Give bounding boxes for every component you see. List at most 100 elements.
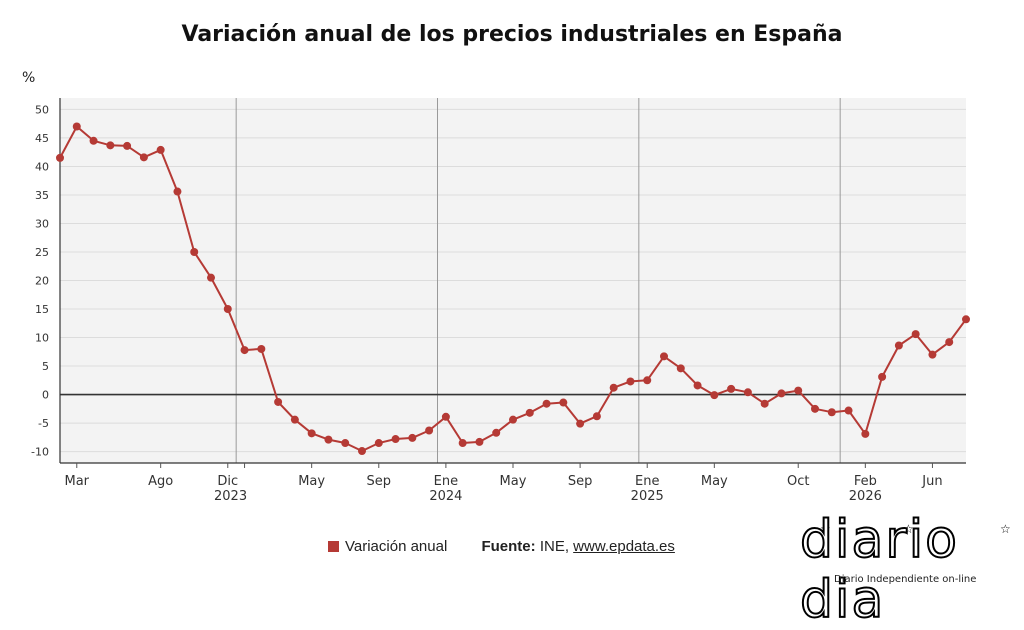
data-point — [358, 447, 366, 456]
data-point — [123, 141, 132, 150]
data-point — [139, 153, 148, 162]
logo-tagline: Diario Independiente on-line — [834, 574, 977, 585]
data-point — [626, 377, 635, 386]
data-point — [743, 388, 752, 397]
x-tick-year-label: 2024 — [429, 489, 462, 504]
data-point — [207, 273, 215, 282]
y-axis-unit-label: % — [22, 70, 36, 86]
legend: Variación anual Fuente: INE, www.epdata.… — [328, 538, 675, 555]
y-tick-label: 0 — [42, 389, 49, 402]
x-tick-label: Ene — [434, 474, 458, 489]
series-variacion-anual — [56, 122, 970, 456]
data-point — [441, 412, 450, 421]
x-tick-label: Ago — [148, 474, 173, 489]
data-point — [643, 376, 652, 385]
data-point — [878, 372, 887, 381]
data-point — [240, 346, 249, 355]
x-tick-label: May — [701, 474, 728, 489]
data-point — [509, 415, 517, 424]
legend-swatch — [328, 540, 339, 552]
data-point — [576, 419, 585, 428]
data-point — [794, 386, 803, 395]
x-tick-label: Jun — [921, 474, 942, 489]
data-point — [911, 330, 920, 339]
data-point — [676, 364, 685, 373]
data-point — [542, 399, 551, 408]
data-point — [693, 381, 702, 390]
year-separators — [235, 98, 841, 463]
data-point — [156, 145, 165, 154]
x-tick-year-label: 2025 — [631, 489, 664, 504]
logo-star-icon: ☆ — [903, 522, 914, 536]
x-tick-label: Mar — [65, 474, 90, 489]
x-tick-label: May — [500, 474, 527, 489]
data-point — [324, 435, 333, 444]
data-point — [811, 404, 819, 413]
data-point — [274, 397, 283, 406]
y-tick-label: -5 — [38, 417, 49, 430]
data-point — [844, 406, 853, 415]
y-tick-label: 10 — [35, 332, 49, 345]
data-point — [827, 408, 836, 417]
data-point — [962, 315, 970, 324]
source-label: Fuente: — [481, 538, 536, 555]
data-point — [307, 429, 316, 438]
data-point — [710, 391, 719, 400]
data-point — [928, 350, 937, 359]
data-point — [660, 352, 668, 361]
y-tick-label: 15 — [35, 303, 49, 316]
data-point — [257, 344, 266, 353]
data-point — [777, 389, 786, 398]
y-tick-labels: -10 -5 0 5 10 15 20 25 30 35 40 45 50 — [31, 103, 49, 458]
data-point — [458, 439, 467, 448]
y-tick-label: 35 — [35, 189, 49, 202]
x-tick-label: Sep — [367, 474, 392, 489]
data-point — [592, 412, 601, 421]
data-point — [290, 415, 299, 424]
source-text: INE, — [539, 538, 569, 555]
data-point — [945, 338, 954, 347]
y-tick-label: -10 — [31, 446, 49, 459]
data-point — [173, 187, 182, 196]
x-tick-year-label: 2023 — [214, 489, 247, 504]
y-tick-label: 30 — [35, 217, 49, 230]
data-point — [475, 437, 484, 446]
data-point — [56, 153, 64, 162]
source-link[interactable]: www.epdata.es — [573, 538, 675, 555]
x-tick-label: Dic — [217, 474, 238, 489]
data-point — [223, 305, 232, 314]
data-point — [425, 426, 434, 435]
data-point — [559, 398, 568, 407]
y-tick-label: 25 — [35, 246, 49, 259]
x-tick-label: Ene — [635, 474, 659, 489]
data-point — [492, 428, 501, 437]
x-tick-label: Sep — [568, 474, 593, 489]
x-tick-label: May — [298, 474, 325, 489]
data-point — [609, 383, 618, 392]
data-point — [72, 122, 81, 131]
diario-dia-logo: ☆ ☆ ☆ diario dia Diario Independiente on… — [790, 509, 1024, 630]
data-point — [861, 429, 870, 438]
x-tick-label: Oct — [787, 474, 809, 489]
data-point — [760, 399, 769, 408]
logo-text: diario dia — [799, 509, 959, 630]
data-point — [525, 408, 534, 417]
data-point — [106, 141, 115, 150]
data-point — [727, 384, 736, 393]
data-point — [374, 439, 383, 448]
y-tick-label: 5 — [42, 360, 49, 373]
x-tick-year-label: 2026 — [849, 489, 882, 504]
logo-star-icon: ☆ — [1000, 522, 1011, 536]
data-point — [190, 247, 199, 256]
data-point — [408, 433, 417, 442]
data-point — [391, 435, 400, 444]
y-tick-label: 40 — [35, 160, 49, 173]
y-tick-label: 50 — [35, 103, 49, 116]
legend-series-label: Variación anual — [345, 538, 448, 555]
y-tick-label: 20 — [35, 275, 49, 288]
logo-star-icon: ☆ — [820, 522, 831, 536]
data-point — [89, 136, 98, 145]
x-tick-label: Feb — [854, 474, 877, 489]
y-tick-label: 45 — [35, 132, 49, 145]
